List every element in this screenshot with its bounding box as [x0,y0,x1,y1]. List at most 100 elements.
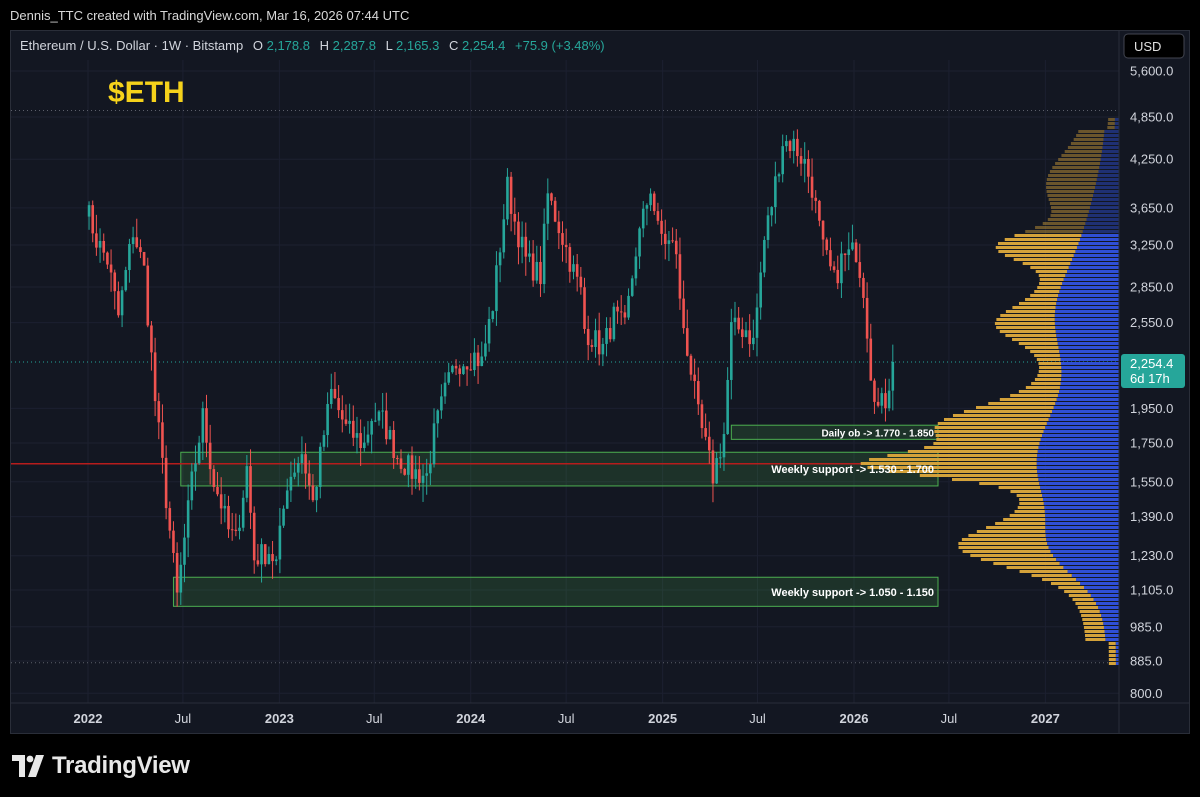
vp-bar-up [1103,626,1119,629]
vp-bar-down [1047,218,1087,221]
vp-bar-up [1099,166,1119,169]
vp-bar-down [1064,590,1088,593]
vp-bar-down [937,422,1047,425]
candle-body [322,435,326,447]
candle-body [392,429,395,459]
candle-body [267,554,271,565]
vp-bar-up [1056,334,1119,337]
candle-body [832,266,836,270]
candle-body [337,398,340,411]
open-value: 2,178.8 [267,38,310,53]
vp-bar-down [1084,630,1105,633]
vp-bar-up [1046,538,1119,541]
candle-body [568,247,572,272]
candle-body [550,193,553,201]
candle-body [818,200,821,221]
vp-bar-down [999,330,1056,333]
candle-body [825,239,829,251]
x-tick-label: Jul [558,711,575,726]
candle-body [630,278,634,296]
vp-bar-up [1085,222,1119,225]
price-axis[interactable]: 5,600.0 4,850.0 4,250.0 3,650.0 3,250.0 2,850… [1130,64,1173,701]
vp-bar-down [933,442,1040,445]
chart-frame[interactable] [10,30,1190,734]
tradingview-logo[interactable]: TradingView [12,752,190,780]
vp-bar-up [1078,242,1119,245]
vp-bar-up [1087,214,1119,217]
y-tick-label: 1,750.0 [1130,435,1173,450]
candle-body [777,174,781,177]
candle-body [238,527,241,531]
candle-body [814,197,818,201]
vp-bar-down [1025,346,1059,349]
candle-body [329,388,333,405]
candle-body [355,433,359,438]
vp-bar-down [993,562,1060,565]
candle-body [469,369,473,371]
candle-body [348,420,351,424]
candle-body [752,337,755,345]
vp-bar-up [1079,238,1119,241]
candle-body [693,374,696,382]
candle-body [873,380,876,402]
vp-bar-down [1078,130,1105,133]
vp-bar-up [1038,478,1119,481]
vp-bar-up [1036,458,1119,461]
candle-body [847,249,851,256]
vp-bar-up [1059,354,1119,357]
vp-bar-down [1034,378,1062,381]
symbol-name: Ethereum / U.S. Dollar · 1W · Bitstamp [20,38,243,53]
candle-body [700,404,704,429]
vp-bar-down [1012,338,1057,341]
candle-body [880,393,884,406]
candle-body [374,420,377,422]
candle-body [183,537,186,565]
vp-bar-down [1018,390,1060,393]
vp-bar-up [1060,358,1119,361]
vp-bar-down [907,450,1038,453]
currency-button[interactable] [1123,33,1185,59]
x-tick-label: Jul [366,711,383,726]
vp-bar-up [1100,158,1119,161]
vp-bar-down [1016,494,1043,497]
vp-bar-up [1058,294,1119,297]
zone-box[interactable] [172,576,939,607]
vp-bar-up [1098,606,1119,609]
candle-body [194,463,197,472]
candle-body [524,236,528,257]
vp-bar-up [1059,390,1119,393]
vp-bar-down [1108,658,1116,661]
zone-box[interactable] [180,451,939,487]
candle-body [407,455,410,475]
vp-bar-down [980,558,1057,561]
vp-bar-down [995,522,1046,525]
vp-bar-down [936,438,1041,441]
vp-bar-down [988,402,1056,405]
vp-bar-up [1059,562,1119,565]
vp-bar-down [994,322,1055,325]
vp-bar-up [1099,610,1119,613]
candle-body [476,352,480,367]
vp-bar-up [1095,182,1119,185]
candle-body [531,253,535,281]
candle-body [113,272,117,292]
vp-bar-up [1045,514,1119,517]
candle-body [451,365,454,373]
vp-bar-down [1018,342,1058,345]
vp-bar-up [1081,234,1119,237]
candle-body [553,200,557,222]
y-tick-label: 3,650.0 [1130,200,1173,215]
vp-bar-up [1101,614,1119,617]
vp-bar-up [1039,442,1119,445]
vp-bar-up [1045,426,1119,429]
candle-body [219,494,223,509]
candle-body [704,428,707,437]
vp-bar-down [1036,358,1061,361]
candle-body [208,442,212,470]
time-axis[interactable]: 2022 Jul 2023 Jul 2024 Jul 2025 Jul 2026 Jul 2027 [74,711,1060,726]
vp-bar-up [1053,406,1119,409]
vp-bar-down [1039,366,1062,369]
candle-body [179,564,183,593]
vp-bar-up [1067,570,1119,573]
